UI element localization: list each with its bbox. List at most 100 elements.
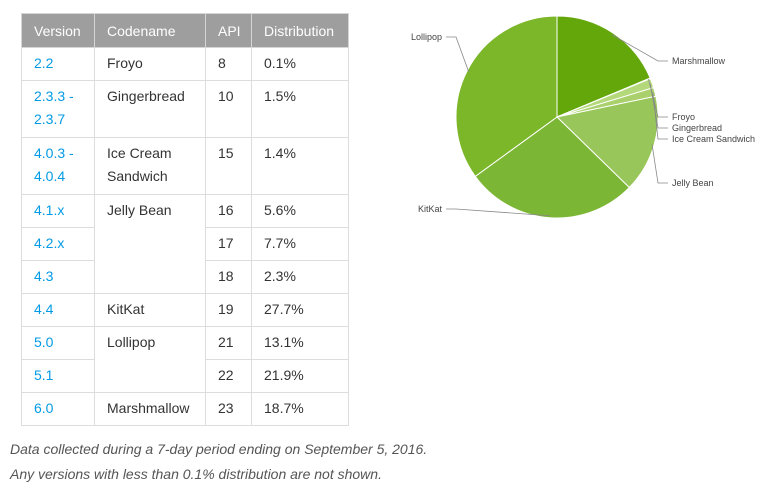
distribution-text: 27.7% xyxy=(264,301,304,317)
api-text: 17 xyxy=(218,235,234,251)
api-cell: 17 xyxy=(205,227,252,261)
table-row: 4.4 KitKat 19 27.7% xyxy=(21,293,349,327)
header-api: API xyxy=(205,13,252,48)
codename-cell: KitKat xyxy=(94,293,206,327)
distribution-cell: 2.3% xyxy=(251,260,349,294)
version-link[interactable]: 4.2.x xyxy=(21,227,95,261)
distribution-cell: 21.9% xyxy=(251,359,349,393)
header-distribution: Distribution xyxy=(251,13,349,48)
pie-slice-kitkat xyxy=(474,116,631,219)
codename-text: Froyo xyxy=(107,55,143,71)
table-row: 6.0 Marshmallow 23 18.7% xyxy=(21,392,349,426)
codename-text: Ice Cream Sandwich xyxy=(107,145,172,184)
version-link[interactable]: 4.4 xyxy=(21,293,95,327)
api-text: 8 xyxy=(218,55,226,71)
api-cell: 8 xyxy=(205,47,252,81)
codename-cell: Ice Cream Sandwich xyxy=(94,137,206,195)
api-text: 15 xyxy=(218,145,234,161)
version-link[interactable]: 5.1 xyxy=(21,359,95,393)
codename-text: Jelly Bean xyxy=(107,202,172,218)
version-link[interactable]: 5.0 xyxy=(21,326,95,360)
table-header-row: Version Codename API Distribution xyxy=(21,13,349,48)
codename-text: Gingerbread xyxy=(107,88,185,104)
version-text[interactable]: 4.1.x xyxy=(34,202,65,218)
distribution-cell: 5.6% xyxy=(251,194,349,228)
api-text: 23 xyxy=(218,400,234,416)
version-text[interactable]: 2.3.3 - 2.3.7 xyxy=(34,88,74,127)
pie-slices xyxy=(455,15,659,219)
header-version: Version xyxy=(21,13,95,48)
version-text[interactable]: 6.0 xyxy=(34,400,54,416)
api-cell: 21 xyxy=(205,326,252,360)
pie-slice-lollipop xyxy=(455,15,558,178)
caption-threshold-note: Any versions with less than 0.1% distrib… xyxy=(10,466,382,482)
api-text: 21 xyxy=(218,334,234,350)
version-text[interactable]: 4.2.x xyxy=(34,235,65,251)
leader-line-lollipop xyxy=(446,36,470,73)
pie-slice-jelly-bean xyxy=(555,95,659,189)
api-cell: 16 xyxy=(205,194,252,228)
pie-label-froyo: Froyo xyxy=(672,112,695,122)
version-link[interactable]: 2.2 xyxy=(21,47,95,81)
api-cell: 15 xyxy=(205,137,252,195)
distribution-cell: 1.4% xyxy=(251,137,349,195)
table-row: 4.2.x 17 7.7% xyxy=(21,227,349,261)
codename-text: KitKat xyxy=(107,301,145,317)
distribution-cell: 13.1% xyxy=(251,326,349,360)
leader-line-ice-cream-sandwich xyxy=(652,92,668,140)
version-link[interactable]: 4.3 xyxy=(21,260,95,294)
api-cell: 18 xyxy=(205,260,252,294)
codename-cell: Lollipop xyxy=(94,326,206,393)
version-text[interactable]: 5.0 xyxy=(34,334,54,350)
table-row: 2.2 Froyo 8 0.1% xyxy=(21,47,349,81)
distribution-text: 7.7% xyxy=(264,235,296,251)
version-text[interactable]: 2.2 xyxy=(34,55,54,71)
leader-line-gingerbread xyxy=(649,83,668,129)
distribution-text: 21.9% xyxy=(264,367,304,383)
version-link[interactable]: 4.0.3 - 4.0.4 xyxy=(21,137,95,195)
api-cell: 10 xyxy=(205,80,252,138)
distribution-table: Version Codename API Distribution 2.2 Fr… xyxy=(21,13,349,426)
header-codename: Codename xyxy=(94,13,206,48)
version-text[interactable]: 4.4 xyxy=(34,301,54,317)
api-cell: 23 xyxy=(205,392,252,426)
table-row: 5.0 Lollipop 21 13.1% xyxy=(21,326,349,393)
distribution-cell: 1.5% xyxy=(251,80,349,138)
codename-cell: Jelly Bean xyxy=(94,194,206,294)
table-row: 2.3.3 - 2.3.7 Gingerbread 10 1.5% xyxy=(21,80,349,138)
api-text: 19 xyxy=(218,301,234,317)
distribution-cell: 27.7% xyxy=(251,293,349,327)
distribution-text: 2.3% xyxy=(264,268,296,284)
distribution-cell: 7.7% xyxy=(251,227,349,261)
distribution-cell: 0.1% xyxy=(251,47,349,81)
version-text[interactable]: 4.0.3 - 4.0.4 xyxy=(34,145,74,184)
api-cell: 22 xyxy=(205,359,252,393)
codename-cell: Gingerbread xyxy=(94,80,206,138)
version-link[interactable]: 2.3.3 - 2.3.7 xyxy=(21,80,95,138)
caption-data-period: Data collected during a 7-day period end… xyxy=(10,441,428,457)
api-text: 18 xyxy=(218,268,234,284)
api-text: 10 xyxy=(218,88,234,104)
leader-line-kitkat xyxy=(446,208,550,217)
pie-label-jelly-bean: Jelly Bean xyxy=(672,178,714,188)
leader-line-marshmallow xyxy=(611,34,668,62)
api-text: 16 xyxy=(218,202,234,218)
distribution-text: 1.4% xyxy=(264,145,296,161)
distribution-text: 1.5% xyxy=(264,88,296,104)
version-text[interactable]: 4.3 xyxy=(34,268,54,284)
version-text[interactable]: 5.1 xyxy=(34,367,54,383)
version-link[interactable]: 4.1.x xyxy=(21,194,95,228)
leader-line-jelly-bean xyxy=(651,144,668,184)
pie-label-gingerbread: Gingerbread xyxy=(672,123,722,133)
distribution-text: 18.7% xyxy=(264,400,304,416)
table-row: 4.0.3 - 4.0.4 Ice Cream Sandwich 15 1.4% xyxy=(21,137,349,195)
codename-text: Lollipop xyxy=(107,334,156,350)
pie-label-marshmallow: Marshmallow xyxy=(672,56,726,66)
codename-cell: Froyo xyxy=(94,47,206,81)
distribution-text: 5.6% xyxy=(264,202,296,218)
distribution-text: 0.1% xyxy=(264,55,296,71)
version-link[interactable]: 6.0 xyxy=(21,392,95,426)
codename-cell: Marshmallow xyxy=(94,392,206,426)
